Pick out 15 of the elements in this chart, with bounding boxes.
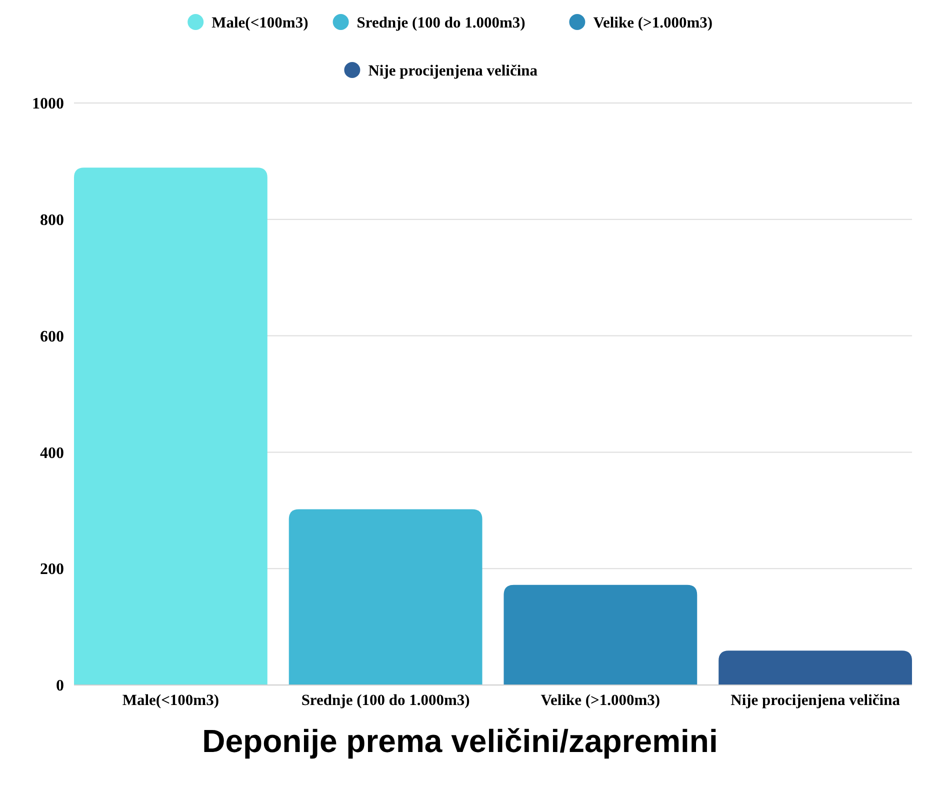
- y-tick-label: 0: [56, 678, 64, 695]
- x-tick-label: Srednje (100 do 1.000m3): [301, 692, 470, 709]
- legend-label: Nije procijenjena veličina: [368, 62, 538, 80]
- y-tick-label: 800: [40, 212, 64, 229]
- y-tick-label: 400: [40, 444, 64, 462]
- y-tick-label: 600: [40, 328, 64, 346]
- x-tick-label: Nije procijenjena veličina: [730, 692, 900, 709]
- legend-label: Male(<100m3): [212, 14, 308, 32]
- legend-label: Velike (>1.000m3): [593, 14, 713, 32]
- y-tick-label: 1000: [32, 96, 64, 113]
- legend-label: Srednje (100 do 1.000m3): [356, 14, 526, 32]
- x-tick-label: Male(<100m3): [122, 692, 220, 709]
- y-tick-label: 200: [40, 561, 64, 578]
- x-tick-label: Velike (>1.000m3): [540, 692, 660, 709]
- text: Deponije prema veličini/zapremini: [202, 723, 718, 759]
